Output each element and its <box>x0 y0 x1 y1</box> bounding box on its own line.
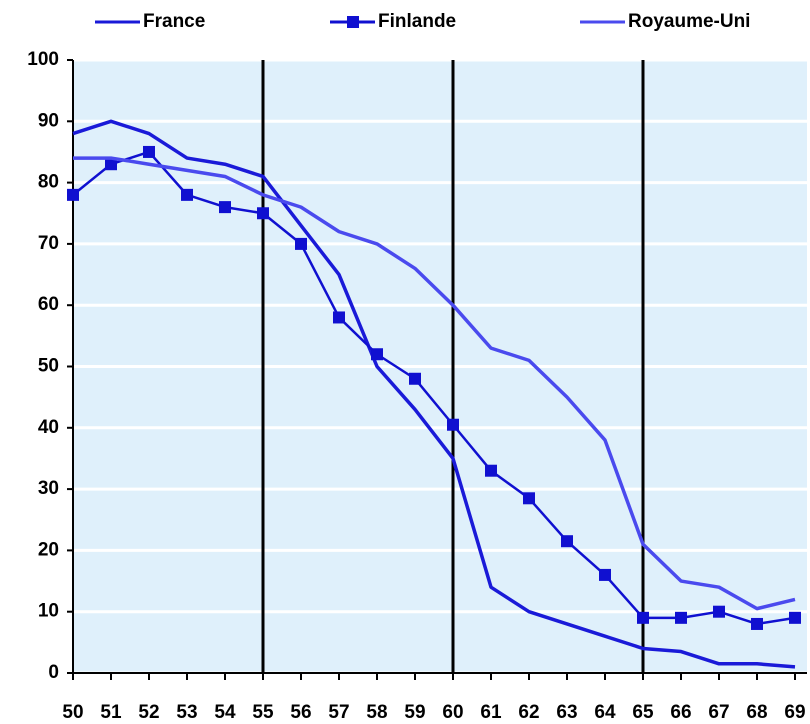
x-tick-label: 55 <box>252 702 274 723</box>
series-marker <box>257 207 269 220</box>
series-marker <box>219 201 231 214</box>
series-marker <box>67 188 79 201</box>
series-marker <box>485 464 497 477</box>
series-marker <box>333 311 345 324</box>
y-tick-label: 80 <box>38 172 59 193</box>
legend-marker <box>347 16 359 28</box>
series-marker <box>371 348 383 361</box>
series-marker <box>751 617 763 630</box>
x-tick-label: 52 <box>138 702 159 723</box>
series-marker <box>523 492 535 505</box>
y-tick-label: 20 <box>38 539 59 560</box>
y-tick-label: 0 <box>48 662 59 683</box>
x-tick-label: 51 <box>100 702 122 723</box>
x-tick-label: 58 <box>366 702 387 723</box>
x-tick-label: 53 <box>176 702 197 723</box>
series-marker <box>561 535 573 548</box>
series-marker <box>295 237 307 250</box>
series-marker <box>447 418 459 431</box>
series-marker <box>713 605 725 618</box>
series-marker <box>105 158 117 171</box>
x-tick-label: 63 <box>556 702 577 723</box>
series-marker <box>789 611 801 624</box>
x-tick-label: 61 <box>480 702 502 723</box>
y-tick-label: 70 <box>38 233 59 254</box>
y-tick-label: 90 <box>38 110 59 131</box>
legend-label: France <box>143 11 205 32</box>
x-tick-label: 64 <box>594 702 616 723</box>
series-line <box>73 156 796 611</box>
x-tick-label: 69 <box>784 702 805 723</box>
y-tick-label: 60 <box>38 294 59 315</box>
legend-label: Royaume-Uni <box>628 11 750 32</box>
x-tick-label: 54 <box>214 702 236 723</box>
x-tick-label: 60 <box>442 702 463 723</box>
y-tick-label: 40 <box>38 417 59 438</box>
series-marker <box>599 568 611 581</box>
y-tick-label: 30 <box>38 478 59 499</box>
x-tick-label: 66 <box>670 702 691 723</box>
series-marker <box>675 611 687 624</box>
legend-label: Finlande <box>378 11 456 32</box>
x-tick-label: 62 <box>518 702 539 723</box>
x-tick-label: 68 <box>746 702 767 723</box>
x-tick-label: 50 <box>62 702 83 723</box>
series-marker <box>143 145 155 158</box>
series-marker <box>637 611 649 624</box>
x-tick-label: 56 <box>290 702 311 723</box>
x-tick-label: 57 <box>328 702 349 723</box>
x-tick-label: 59 <box>404 702 425 723</box>
series-line <box>72 150 796 626</box>
y-tick-label: 10 <box>38 601 59 622</box>
series-marker <box>409 372 421 385</box>
x-tick-label: 65 <box>632 702 654 723</box>
x-tick-label: 67 <box>708 702 729 723</box>
series-marker <box>181 188 193 201</box>
series-line <box>72 119 796 669</box>
y-tick-label: 50 <box>38 356 59 377</box>
y-tick-label: 100 <box>27 49 59 70</box>
